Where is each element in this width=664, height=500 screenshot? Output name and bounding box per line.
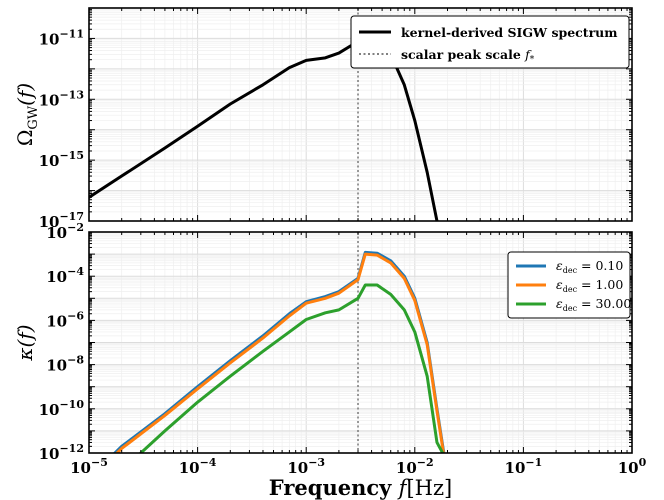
legend: kernel-derived SIGW spectrum scalar peak … <box>350 15 630 69</box>
y-axis-label: ΩGW(f) <box>13 83 41 146</box>
legend-label-2: εdec = 30.00 <box>556 296 631 313</box>
x-tick-label: 10−5 <box>70 456 108 477</box>
series-line-2 <box>139 283 445 453</box>
y-tick-label: 10−8 <box>46 354 84 375</box>
omega-gw-panel: 10−11 10−13 10−15 10−17 ΩGW(f) kernel-derived… <box>13 7 633 231</box>
y-tick-label: 10−2 <box>46 221 84 242</box>
y-tick-label: 10−11 <box>39 27 84 48</box>
legend-label-sigw: kernel-derived SIGW spectrum <box>401 25 617 40</box>
legend-label-1: εdec = 1.00 <box>556 277 623 294</box>
legend-box <box>507 251 631 319</box>
y-tick-label: 10−12 <box>39 442 84 463</box>
x-tick-label: 10−2 <box>396 456 434 477</box>
y-tick-label: 10−4 <box>46 265 84 286</box>
x-tick-label: 10−1 <box>505 456 543 477</box>
y-tick-label: 10−17 <box>39 210 84 231</box>
legend-label-peak: scalar peak scale f* <box>401 47 535 65</box>
legend-label-0: εdec = 0.10 <box>556 258 623 275</box>
y-tick-label: 10−13 <box>39 88 84 109</box>
y-tick-label: 10−15 <box>39 149 84 170</box>
legend-box <box>350 15 630 69</box>
series-line-0 <box>112 250 446 453</box>
x-tick-label: 10−3 <box>287 456 325 477</box>
y-tick-label: 10−10 <box>39 398 85 419</box>
axes-frame <box>88 7 633 222</box>
y-tick-label: 10−6 <box>46 309 84 330</box>
y-axis-label: κ(f) <box>13 324 37 361</box>
x-tick-label: 10−4 <box>179 456 217 477</box>
x-tick-label: 100 <box>618 456 647 477</box>
x-axis-label: Frequency f[Hz] <box>269 475 452 500</box>
series-line-0 <box>89 37 440 221</box>
series-line-1 <box>114 252 445 453</box>
legend: εdec = 0.10 εdec = 1.00 εdec = 30.00 <box>507 251 631 319</box>
